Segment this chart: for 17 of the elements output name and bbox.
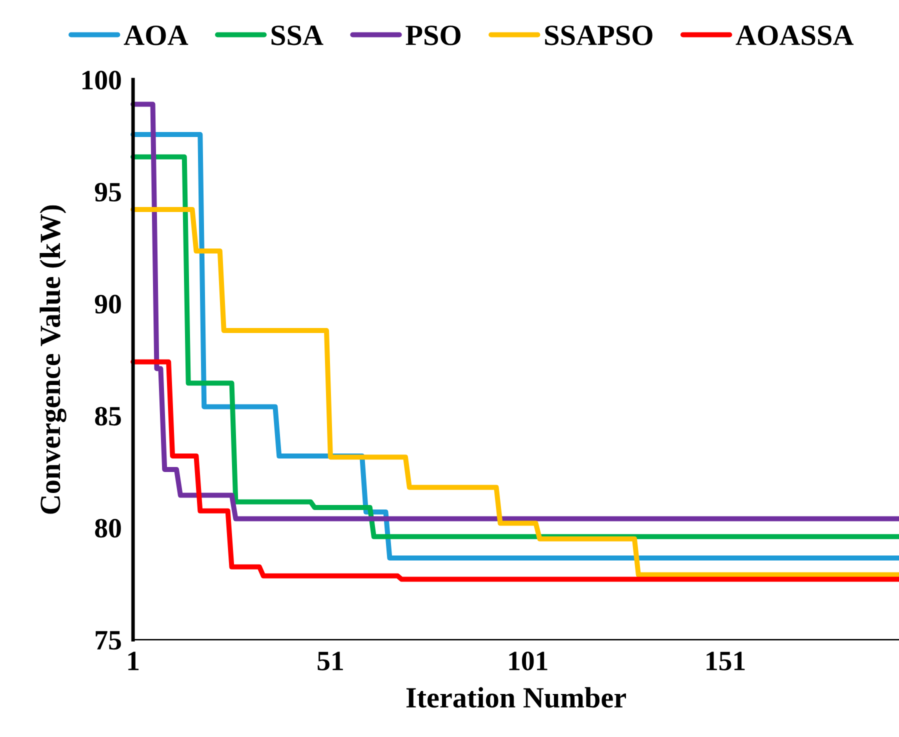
y-tick-label: 100	[82, 70, 121, 90]
y-tick-label: 75	[96, 631, 121, 650]
legend-label: SSA	[272, 26, 324, 46]
y-tick-label: 80	[95, 518, 121, 538]
y-tick-label: 90	[94, 294, 121, 314]
y-axis-title: Convergence Value (kW)	[40, 205, 66, 514]
legend-label: AOA	[124, 26, 188, 46]
x-axis-title: Iteration Number	[406, 687, 626, 708]
y-tick-label: 85	[95, 406, 121, 426]
legend-label: SSAPSO	[545, 26, 652, 46]
x-tick-label: 1	[128, 652, 139, 670]
x-tick-label: 151	[706, 652, 745, 670]
legend-label: PSO	[406, 26, 460, 46]
legend-label: AOASSA	[736, 26, 854, 46]
y-tick-label: 95	[94, 182, 121, 202]
x-tick-label: 51	[318, 652, 343, 670]
x-tick-label: 101	[509, 652, 548, 670]
